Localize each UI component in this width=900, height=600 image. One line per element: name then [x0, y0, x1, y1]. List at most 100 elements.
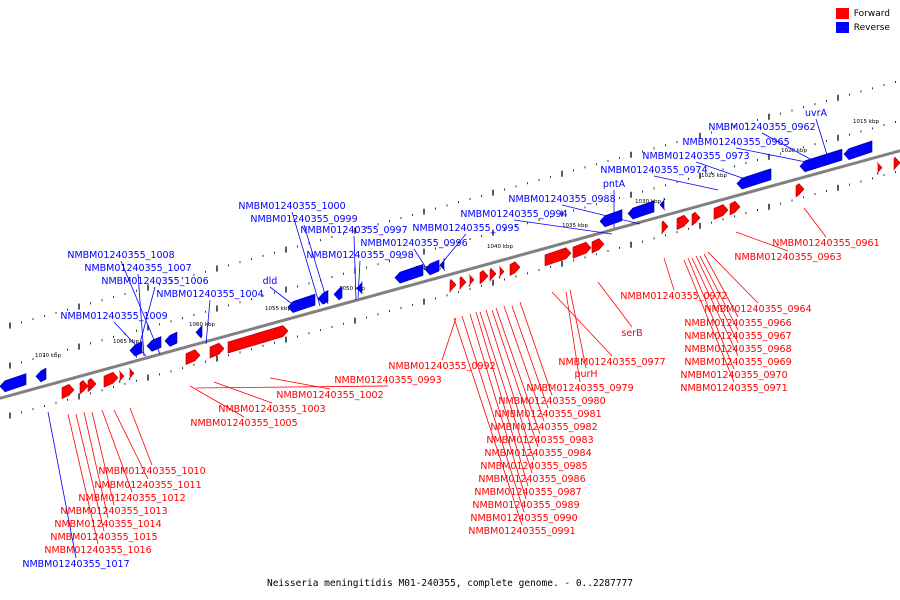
leader-line — [269, 377, 331, 390]
leader-line — [303, 224, 329, 305]
leader-line — [503, 305, 545, 422]
leader-line — [803, 207, 827, 238]
forward-gene — [876, 161, 883, 176]
forward-gene-label: NMBM01240355_1012 — [78, 493, 185, 504]
leader-line — [453, 317, 523, 526]
forward-gene-label: NMBM01240355_0969 — [684, 357, 791, 368]
reverse-gene-label: pntA — [603, 179, 626, 190]
reverse-gene — [394, 264, 424, 284]
reverse-gene-label: NMBM01240355_1007 — [84, 263, 191, 274]
leader-line — [735, 147, 807, 163]
forward-gene — [128, 367, 135, 381]
reverse-gene — [195, 324, 203, 339]
leader-line — [695, 161, 749, 181]
forward-gene-label: NMBM01240355_0967 — [684, 331, 791, 342]
leader-line — [513, 219, 613, 235]
forward-gene — [498, 265, 505, 280]
reverse-gene-label: NMBM01240355_0962 — [708, 122, 815, 133]
leader-line — [761, 132, 813, 161]
reverse-gene — [627, 200, 655, 220]
reverse-gene — [333, 286, 343, 301]
leader-line — [511, 305, 549, 409]
leader-line — [565, 291, 581, 383]
scale-label: 1025 kbp — [701, 173, 727, 179]
forward-gene — [118, 370, 125, 384]
reverse-gene-label: NMBM01240355_1009 — [60, 311, 167, 322]
leader-line — [653, 175, 719, 191]
forward-gene — [591, 238, 605, 254]
forward-gene-label: NMBM01240355_0980 — [498, 396, 605, 407]
forward-gene-label: NMBM01240355_0966 — [684, 318, 791, 329]
leader-line — [707, 251, 759, 304]
gene-features — [0, 140, 900, 400]
leader-line — [435, 233, 467, 271]
forward-gene-label: NMBM01240355_0963 — [734, 252, 841, 263]
leader-line — [189, 385, 245, 418]
forward-gene — [729, 200, 741, 216]
reverse-gene-label: NMBM01240355_0988 — [508, 194, 615, 205]
forward-gene-label: NMBM01240355_0992 — [388, 361, 495, 372]
leader-line — [569, 289, 587, 369]
leader-line — [291, 211, 321, 307]
reverse-gene-label: NMBM01240355_0999 — [250, 214, 357, 225]
forward-gene-label: purH — [574, 369, 597, 380]
leader-line — [699, 255, 739, 331]
forward-gene-label: NMBM01240355_0985 — [480, 461, 587, 472]
leader-line — [269, 286, 301, 311]
leader-line — [495, 307, 541, 435]
tick-marks — [9, 80, 896, 419]
forward-gene-label: NMBM01240355_0984 — [484, 448, 591, 459]
reverse-gene — [424, 259, 440, 276]
leader-line — [205, 299, 211, 345]
leader-line — [101, 409, 133, 493]
forward-gene-label: NMBM01240355_1003 — [218, 404, 325, 415]
forward-gene-label: NMBM01240355_0972 — [620, 291, 727, 302]
reverse-gene-label: NMBM01240355_0996 — [360, 238, 467, 249]
forward-gene-label: NMBM01240355_0990 — [470, 513, 577, 524]
forward-gene — [544, 247, 572, 267]
leader-line — [67, 413, 99, 545]
forward-gene-label: NMBM01240355_0993 — [334, 375, 441, 386]
leader-line — [683, 259, 735, 383]
reverse-gene-label: NMBM01240355_1017 — [22, 559, 129, 570]
reverse-gene-label: NMBM01240355_1008 — [67, 250, 174, 261]
forward-gene-label: NMBM01240355_0986 — [478, 474, 585, 485]
leader-line — [469, 313, 527, 500]
genome-axis — [0, 149, 900, 400]
leader-line — [461, 315, 525, 513]
forward-gene-label: NMBM01240355_0989 — [472, 500, 579, 511]
scale-label: 1050 kbp — [339, 286, 365, 292]
forward-gene — [795, 183, 805, 198]
leader-line — [519, 301, 553, 396]
legend-label-forward: Forward — [853, 8, 890, 19]
forward-gene — [489, 267, 497, 283]
forward-gene-label: NMBM01240355_1011 — [94, 480, 201, 491]
forward-gene — [79, 380, 89, 395]
genome-caption: Neisseria meningitidis M01-240355, compl… — [266, 578, 634, 589]
leader-line — [353, 235, 357, 301]
forward-gene — [509, 261, 521, 277]
forward-gene-label: NMBM01240355_0982 — [490, 422, 597, 433]
scale-label: 1055 kbp — [265, 306, 291, 312]
leader-line — [561, 204, 641, 225]
leader-line — [491, 309, 539, 448]
forward-gene — [103, 371, 119, 388]
forward-gene — [691, 211, 701, 227]
forward-gene — [227, 325, 289, 354]
scale-label: 1030 kbp — [635, 199, 661, 205]
forward-gene — [893, 156, 900, 171]
leader-line — [135, 286, 156, 359]
reverse-gene — [356, 281, 363, 295]
reverse-gene-label: NMBM01240355_0974 — [600, 165, 707, 176]
reverse-gene — [0, 373, 27, 393]
label-leader-lines — [47, 118, 829, 559]
legend: Forward Reverse — [835, 8, 890, 36]
leader-line — [91, 411, 115, 506]
scale-label: 1070 kbp — [35, 353, 61, 359]
forward-gene-label: NMBM01240355_0961 — [772, 238, 879, 249]
leader-line — [441, 317, 457, 361]
scale-label: 1020 kbp — [781, 148, 807, 154]
forward-gene-label: NMBM01240355_1015 — [50, 532, 157, 543]
reverse-gene-label: NMBM01240355_1006 — [101, 276, 208, 287]
